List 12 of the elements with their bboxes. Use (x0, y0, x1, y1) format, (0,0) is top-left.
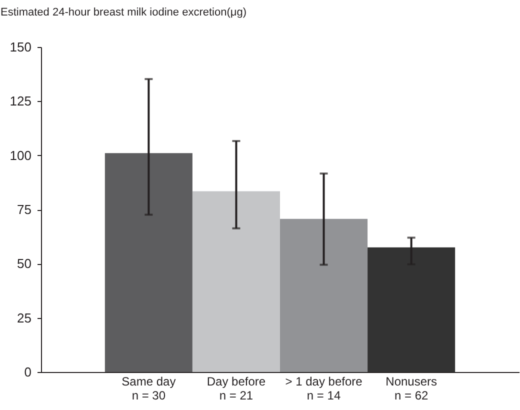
x-tick-label: Nonusers n = 62 (386, 374, 437, 402)
y-tick-label: 25 (17, 310, 32, 326)
y-axis-title: Estimated 24-hour breast milk iodine excretion(μg) (0, 6, 247, 18)
y-tick-label: 75 (17, 202, 32, 217)
y-tick-label: 100 (10, 148, 32, 163)
x-tick-label: Same day n = 30 (122, 374, 176, 402)
x-tick-label: > 1 day before n = 14 (285, 374, 363, 402)
y-tick-label: 0 (24, 364, 32, 380)
y-tick-label: 125 (10, 94, 32, 109)
x-tick-label: Day before n = 21 (206, 374, 266, 402)
y-tick-label: 150 (10, 40, 32, 54)
y-tick-label: 50 (17, 256, 32, 272)
